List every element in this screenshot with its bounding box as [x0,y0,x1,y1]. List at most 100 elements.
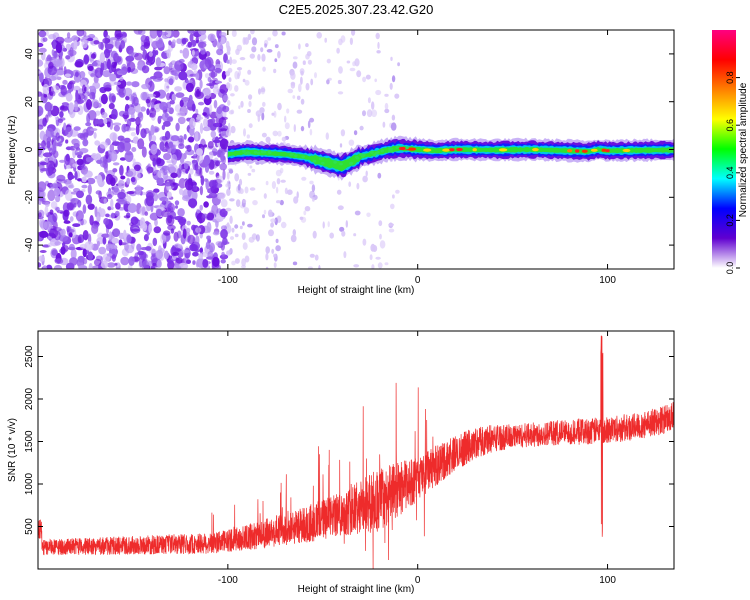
noise-speckle [221,116,228,120]
noise-speckle [141,65,150,74]
noise-speckle [230,109,235,115]
noise-speckle [242,37,246,45]
noise-speckle [173,264,182,269]
noise-speckle [230,125,236,134]
noise-speckle [141,260,150,269]
trace-hotspot [339,162,343,166]
snr-series [38,335,674,569]
noise-speckle [274,44,279,49]
noise-speckle [38,145,43,156]
noise-speckle [187,234,196,245]
noise-speckle [145,246,152,251]
noise-speckle [154,219,158,227]
noise-speckle [150,144,158,155]
noise-speckle [166,163,175,175]
noise-speckle [206,212,215,221]
noise-speckle [272,30,278,37]
noise-speckle [191,49,195,56]
noise-speckle [52,150,59,158]
noise-speckle [191,103,196,112]
noise-speckle [203,87,212,99]
noise-speckle [235,199,241,208]
noise-speckle [89,128,98,132]
noise-speckle [52,58,62,68]
snr-frame [37,330,675,570]
noise-speckle [348,139,355,146]
noise-speckle [141,146,147,158]
noise-speckle [260,47,264,53]
trace-hotspot [333,160,337,164]
noise-speckle [268,229,274,237]
noise-speckle [82,230,89,241]
noise-speckle [69,80,76,85]
noise-speckle [164,81,170,93]
snr-xlabel: Height of straight line (km) [298,584,415,595]
noise-speckle [47,189,56,202]
noise-speckle [189,48,199,52]
noise-speckle [266,49,273,53]
noise-speckle [111,108,118,120]
noise-speckle [388,223,394,227]
noise-speckle [338,66,343,74]
noise-speckle [103,218,109,225]
noise-speckle [209,151,214,160]
noise-speckle [329,232,335,239]
noise-speckle [225,183,231,188]
noise-speckle [126,81,133,86]
noise-speckle [304,206,311,212]
noise-speckle [55,132,60,142]
snr-background [38,331,674,569]
noise-speckle [175,92,185,98]
noise-speckle [199,167,203,179]
noise-speckle [225,129,232,137]
noise-speckle [127,203,137,214]
noise-speckle [195,227,202,233]
noise-speckle [300,76,303,85]
noise-speckle [146,163,152,175]
noise-speckle [93,132,97,139]
noise-speckle [336,189,342,195]
noise-speckle [273,68,277,74]
noise-speckle [267,37,272,41]
trace-hotspot [581,149,588,153]
noise-speckle [163,66,171,75]
noise-speckle [275,238,279,244]
noise-speckle [156,76,164,81]
noise-speckle [183,163,189,170]
noise-speckle [67,49,77,56]
noise-speckle [77,236,82,244]
noise-speckle [353,233,357,237]
noise-speckle [103,48,111,59]
noise-speckle [45,30,49,37]
noise-speckle [309,117,315,123]
noise-speckle [133,96,139,107]
noise-speckle [322,221,325,229]
noise-speckle [119,157,126,161]
noise-speckle [230,93,235,97]
noise-speckle [372,245,378,252]
noise-speckle [204,73,210,79]
noise-speckle [178,188,184,196]
noise-speckle [260,86,266,95]
noise-speckle [300,216,307,223]
noise-speckle [251,168,256,173]
noise-speckle [90,40,94,45]
noise-speckle [58,234,68,242]
noise-speckle [220,199,228,208]
noise-speckle [92,265,102,269]
noise-speckle [82,84,86,94]
trace-hotspot [355,155,359,159]
noise-speckle [44,205,49,216]
noise-speckle [220,241,225,251]
noise-speckle [250,30,255,35]
noise-speckle [281,136,287,142]
noise-speckle [212,139,222,143]
noise-speckle [74,101,79,112]
trace-hotspot [253,150,258,154]
noise-speckle [359,125,364,131]
snr-ylabel: SNR (10 * v/v) [7,418,18,482]
noise-speckle [195,72,200,80]
noise-speckle [178,216,187,226]
noise-speckle [312,230,317,239]
noise-speckle [219,138,229,150]
